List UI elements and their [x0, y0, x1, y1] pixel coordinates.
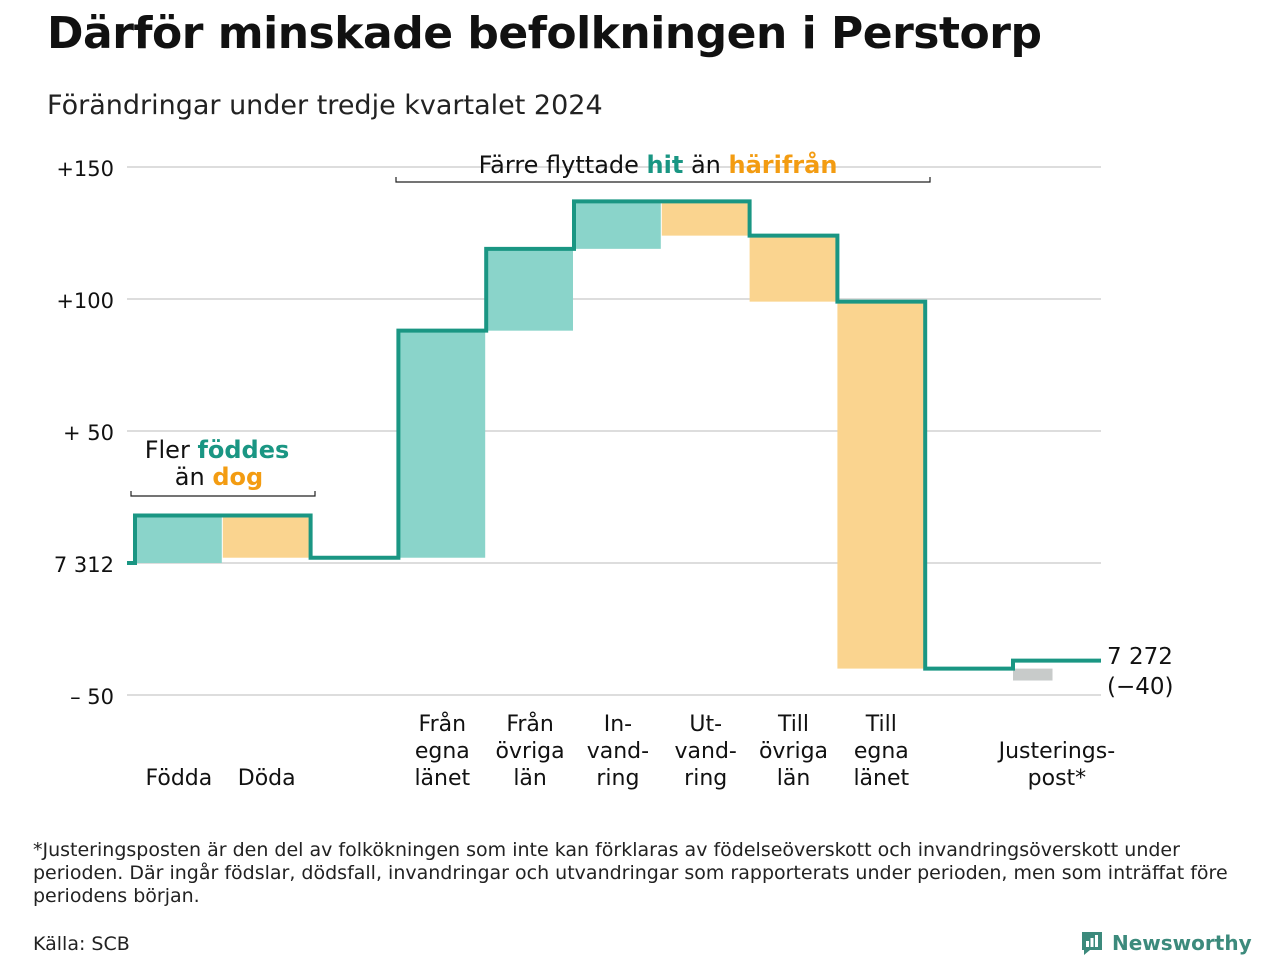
- x-category-label: ring: [684, 766, 727, 791]
- end-value-label: 7 272: [1107, 644, 1173, 670]
- x-category-label: post*: [1028, 766, 1087, 791]
- waterfall-bar: [222, 515, 310, 558]
- births-annotation-prefix: än: [175, 463, 213, 491]
- waterfall-bar: [398, 330, 486, 558]
- x-category-label: län: [777, 766, 811, 791]
- births-annotation-prefix: Fler: [145, 436, 198, 464]
- end-change-label: (−40): [1107, 674, 1173, 700]
- footnote: *Justeringsposten är den del av folkökni…: [33, 839, 1228, 907]
- births-annotation-line1: Fler föddes: [145, 436, 290, 464]
- x-category-label: Till: [777, 712, 809, 737]
- x-category-label: vand-: [587, 739, 649, 764]
- waterfall-bar: [135, 515, 222, 563]
- x-category-label: ring: [596, 766, 639, 791]
- migration-annotation-highlight: hit: [647, 151, 684, 179]
- brand-name: Newsworthy: [1112, 931, 1252, 955]
- births-bracket: [130, 491, 316, 497]
- waterfall-bar: [1013, 668, 1053, 681]
- x-category-label: Från: [506, 711, 554, 737]
- births-annotation-highlight: dog: [212, 463, 263, 491]
- x-category-label: övriga: [496, 739, 565, 764]
- waterfall-bar: [574, 201, 661, 249]
- waterfall-bar: [486, 248, 573, 331]
- x-category-label: Döda: [238, 766, 296, 791]
- migration-annotation-text: Färre flyttade: [479, 151, 647, 179]
- x-category-label: Justerings-: [997, 739, 1116, 764]
- x-category-label: län: [513, 766, 547, 791]
- x-category-label: egna: [415, 739, 470, 764]
- page-title: Därför minskade befolkningen i Perstorp: [47, 8, 1042, 59]
- x-category-label: In-: [604, 712, 632, 737]
- x-category-label: länet: [414, 766, 470, 791]
- x-category-label: övriga: [759, 739, 828, 764]
- x-category-label: länet: [853, 766, 909, 791]
- x-category-label: egna: [854, 739, 909, 764]
- y-tick-label: + 50: [63, 421, 114, 445]
- waterfall-bar: [661, 201, 749, 236]
- x-category-label: Till: [865, 712, 897, 737]
- y-tick-label: +100: [56, 289, 114, 313]
- x-category-label: Födda: [146, 766, 213, 791]
- births-annotation-line2: än dog: [175, 463, 263, 491]
- newsworthy-logo-icon: [1082, 932, 1102, 955]
- migration-annotation-highlight: härifrån: [729, 150, 838, 179]
- x-category-label: Från: [419, 711, 467, 737]
- y-tick-label: +150: [56, 157, 114, 181]
- waterfall-bar: [749, 235, 837, 302]
- source-label: Källa: SCB: [33, 933, 130, 955]
- page-subtitle: Förändringar under tredje kvartalet 2024: [47, 90, 603, 121]
- y-tick-label: – 50: [70, 685, 114, 709]
- x-category-label: Ut-: [689, 712, 722, 737]
- migration-bracket: [395, 177, 931, 183]
- births-annotation-highlight: föddes: [197, 436, 289, 464]
- brand-logo: Newsworthy: [1080, 929, 1252, 957]
- cumulative-line: [127, 199, 1101, 671]
- waterfall-bar: [837, 301, 925, 669]
- y-tick-label: 7 312: [54, 553, 114, 577]
- migration-annotation-text: än: [683, 151, 728, 179]
- migration-annotation: Färre flyttade hit än härifrån: [479, 150, 838, 179]
- x-category-label: vand-: [675, 739, 737, 764]
